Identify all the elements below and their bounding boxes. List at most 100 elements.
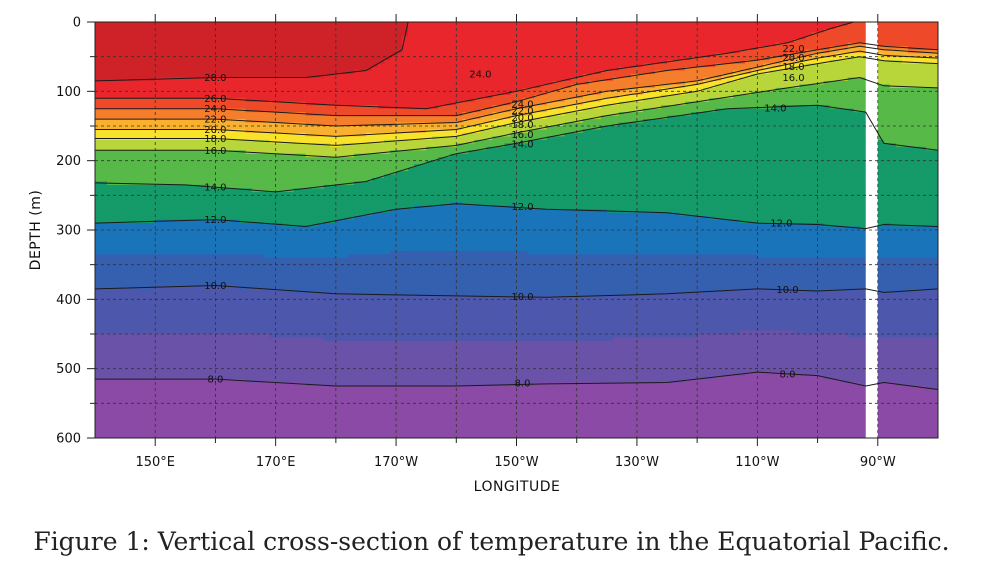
temperature-cell [311,361,319,366]
temperature-cell [245,167,253,172]
temperature-cell [311,257,319,262]
temperature-cell [215,174,223,179]
temperature-cell [239,191,247,196]
temperature-cell [269,146,277,151]
temperature-cell [239,195,247,200]
temperature-cell [161,347,168,352]
temperature-cell [119,243,126,248]
temperature-cell [329,49,337,54]
temperature-cell [227,46,235,51]
temperature-cell [269,382,277,387]
temperature-cell [257,327,265,332]
temperature-cell [101,150,108,155]
temperature-cell [275,351,283,356]
temperature-cell [131,275,138,280]
temperature-cell [269,351,277,356]
temperature-cell [293,268,301,273]
temperature-cell [179,105,186,110]
temperature-cell [305,191,313,196]
temperature-cell [281,372,289,377]
temperature-cell [335,25,343,30]
temperature-cell [137,198,144,203]
temperature-cell [173,164,180,169]
temperature-cell [275,101,283,106]
temperature-cell [107,219,114,224]
temperature-cell [263,295,271,300]
temperature-cell [287,236,295,241]
temperature-cell [305,105,313,110]
temperature-cell [329,184,337,189]
temperature-cell [233,236,241,241]
temperature-cell [317,240,325,245]
temperature-cell [245,60,253,65]
temperature-cell [233,171,241,176]
temperature-cell [323,191,331,196]
temperature-cell [317,354,325,359]
temperature-cell [185,372,192,377]
temperature-cell [203,74,211,79]
temperature-cell [161,219,168,224]
temperature-cell [251,136,259,141]
temperature-cell [143,299,150,304]
temperature-cell [341,63,349,68]
temperature-cell [215,53,223,58]
temperature-cell [173,250,180,255]
temperature-cell [215,115,223,120]
temperature-cell [305,275,313,280]
temperature-cell [191,146,198,151]
temperature-cell [335,288,343,293]
temperature-cell [311,216,319,221]
temperature-cell [107,285,114,290]
temperature-cell [287,347,295,352]
temperature-cell [215,101,223,106]
temperature-cell [131,94,138,99]
temperature-cell [185,77,192,82]
temperature-cell [329,264,337,269]
temperature-cell [119,157,126,162]
temperature-cell [281,275,289,280]
temperature-cell [281,250,289,255]
temperature-cell [335,351,343,356]
temperature-cell [107,143,114,148]
temperature-cell [299,424,307,429]
temperature-cell [95,424,102,429]
temperature-cell [215,285,223,290]
temperature-cell [311,63,319,68]
temperature-cell [317,160,325,165]
temperature-cell [179,139,186,144]
temperature-cell [149,413,156,418]
temperature-cell [245,202,253,207]
temperature-cell [311,56,319,61]
temperature-cell [335,132,343,137]
temperature-cell [131,132,138,137]
temperature-cell [113,87,120,92]
temperature-cell [245,406,253,411]
temperature-cell [137,126,144,131]
temperature-cell [143,60,150,65]
temperature-cell [107,91,114,96]
temperature-cell [227,181,235,186]
temperature-cell [299,87,307,92]
temperature-cell [233,365,241,370]
temperature-cell [191,143,198,148]
temperature-cell [335,181,343,186]
temperature-cell [335,35,343,40]
temperature-cell [233,330,241,335]
temperature-cell [209,126,217,131]
temperature-cell [113,288,120,293]
temperature-cell [233,243,241,248]
temperature-cell [215,271,223,276]
temperature-cell [323,354,331,359]
temperature-cell [293,396,301,401]
temperature-cell [275,354,283,359]
temperature-cell [155,257,162,262]
temperature-cell [101,358,108,363]
temperature-cell [215,160,223,165]
temperature-cell [227,337,235,342]
temperature-cell [287,174,295,179]
temperature-cell [299,344,307,349]
temperature-cell [113,354,120,359]
temperature-cell [329,98,337,103]
temperature-cell [107,157,114,162]
temperature-cell [95,344,102,349]
